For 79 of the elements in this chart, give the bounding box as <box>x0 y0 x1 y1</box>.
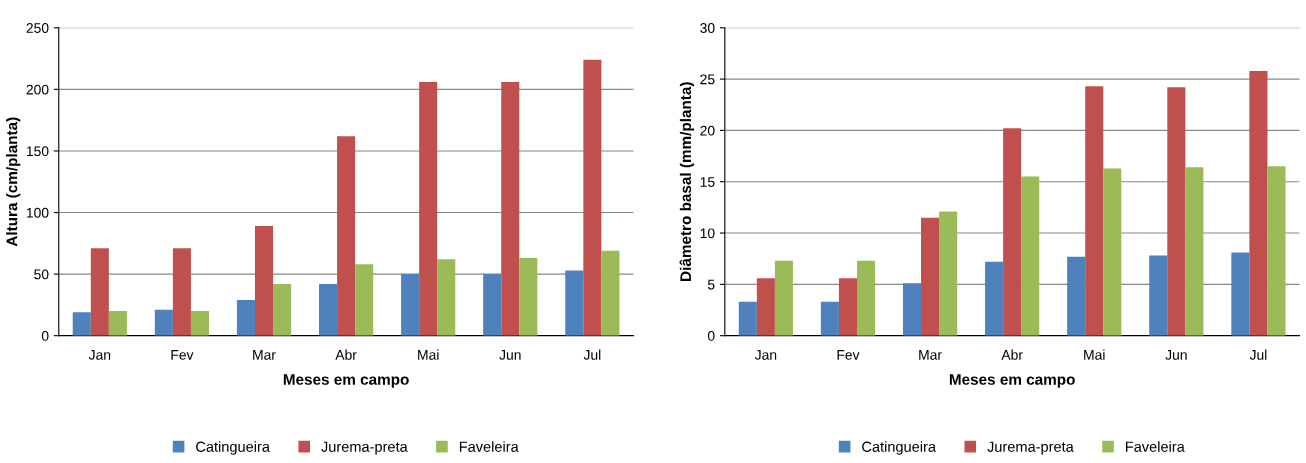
x-axis-title: Meses em campo <box>949 374 1075 388</box>
bar <box>921 217 940 336</box>
legend-label: Jurema-preta <box>321 441 408 455</box>
x-tick-label: Abr <box>335 349 357 360</box>
y-tick-label: 5 <box>707 279 715 290</box>
bar <box>401 274 420 336</box>
bar <box>501 81 520 336</box>
y-tick-label: 0 <box>707 331 715 341</box>
y-tick-label: 30 <box>700 23 715 33</box>
y-tick-label: 150 <box>26 146 49 157</box>
bar <box>190 311 209 336</box>
y-tick-label: 10 <box>700 228 715 239</box>
x-tick-label: Jul <box>583 349 601 360</box>
y-axis-title: Altura (cm/planta) <box>6 117 21 247</box>
bar <box>738 301 757 336</box>
x-axis-title: Meses em campo <box>283 374 409 388</box>
y-tick-label: 0 <box>41 331 49 341</box>
bar <box>820 301 839 336</box>
bar <box>939 211 958 336</box>
bar <box>483 274 502 336</box>
legend-label: Jurema-preta <box>987 441 1074 455</box>
y-tick-label: 25 <box>700 74 715 85</box>
x-tick-label: Mai <box>1084 349 1105 360</box>
bar <box>583 59 602 336</box>
bar <box>1167 87 1186 336</box>
bar <box>1231 252 1250 336</box>
bar <box>319 283 338 336</box>
bar <box>90 248 109 336</box>
bar <box>1267 166 1286 336</box>
bar <box>1003 128 1022 336</box>
bar <box>437 259 456 336</box>
bar <box>902 283 922 336</box>
bar <box>337 136 356 336</box>
bar <box>1249 70 1268 336</box>
bar <box>601 250 620 336</box>
bar <box>985 261 1004 336</box>
bar <box>172 248 191 336</box>
bar <box>1149 255 1168 336</box>
x-tick-label: Jan <box>88 350 111 360</box>
x-tick-label: Mar <box>919 350 942 360</box>
bar <box>72 312 91 336</box>
x-tick-label: Jan <box>754 350 777 360</box>
y-tick-label: 50 <box>34 269 49 280</box>
bar <box>756 278 775 336</box>
legend-label: Catingueira <box>862 441 936 455</box>
bar <box>1103 168 1122 336</box>
y-tick-label: 100 <box>26 207 49 218</box>
bar <box>838 278 857 336</box>
y-tick-label: 20 <box>700 125 715 136</box>
legend-label: Faveleira <box>1125 441 1185 452</box>
bar <box>108 311 127 336</box>
bar <box>519 258 538 336</box>
bar <box>774 260 793 336</box>
bar <box>236 299 255 336</box>
x-tick-label: Jun <box>499 350 521 360</box>
x-tick-label: Fev <box>837 350 860 360</box>
bar <box>1185 167 1204 336</box>
bar <box>1021 176 1040 336</box>
bar <box>1067 256 1086 336</box>
bar <box>857 260 876 336</box>
bar <box>254 226 274 336</box>
bar <box>355 264 374 336</box>
bar <box>273 283 292 336</box>
x-tick-label: Fev <box>171 350 194 360</box>
y-tick-label: 200 <box>26 84 49 95</box>
x-tick-label: Abr <box>1001 349 1023 360</box>
legend-label: Catingueira <box>196 441 270 455</box>
x-tick-label: Mai <box>418 349 439 360</box>
y-tick-label: 15 <box>700 177 715 187</box>
x-tick-label: Jun <box>1165 350 1187 360</box>
y-axis-title: Diâmetro basal (mm/planta) <box>679 82 695 281</box>
bar <box>154 309 173 336</box>
bar <box>419 81 438 336</box>
y-tick-label: 250 <box>26 23 49 33</box>
x-tick-label: Jul <box>1249 349 1267 360</box>
bar <box>565 270 584 336</box>
legend-label: Faveleira <box>459 441 519 452</box>
x-tick-label: Mar <box>253 350 276 360</box>
bar <box>1085 86 1104 336</box>
